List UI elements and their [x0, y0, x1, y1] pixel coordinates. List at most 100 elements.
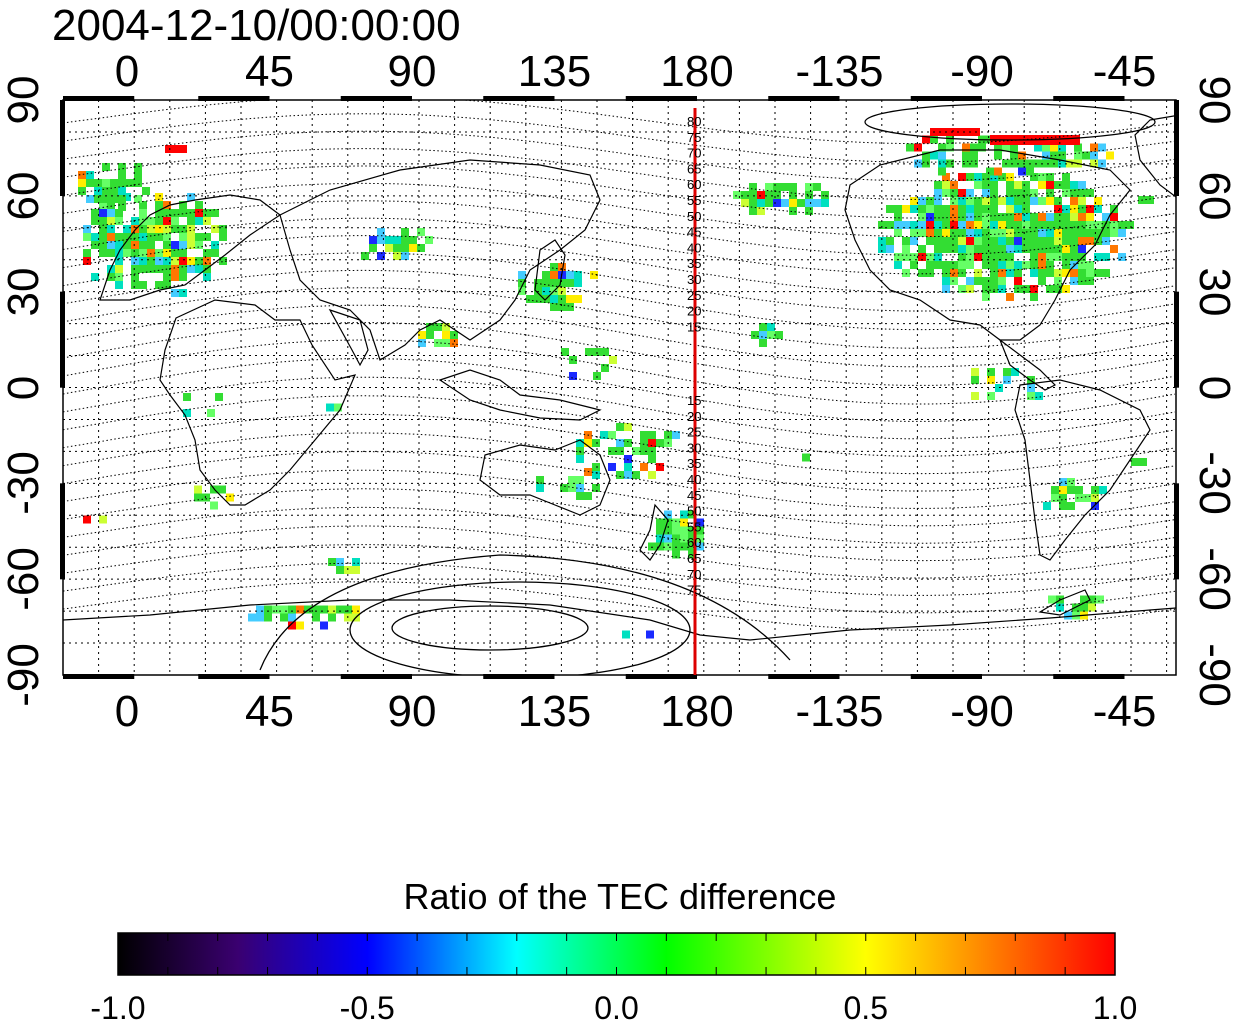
data-cell [155, 193, 163, 201]
data-cell [749, 191, 757, 199]
data-cell [592, 471, 600, 479]
data-cell [165, 145, 187, 153]
data-cell [966, 221, 974, 229]
data-cell [656, 526, 664, 535]
data-cell [1094, 221, 1102, 229]
data-cell [560, 484, 568, 492]
data-cell [910, 221, 918, 229]
data-cell [1006, 293, 1014, 301]
data-cell [256, 613, 264, 622]
data-cell [608, 431, 616, 439]
data-cell [194, 493, 202, 502]
data-cell [749, 199, 757, 207]
data-cell [1078, 205, 1086, 213]
data-cell [765, 183, 773, 191]
data-cell [134, 171, 142, 179]
data-cell [1070, 229, 1078, 237]
data-cell [990, 173, 998, 181]
data-cell [934, 189, 942, 197]
data-cell [680, 534, 688, 543]
data-cell [1070, 237, 1078, 245]
data-cell [974, 181, 982, 189]
data-cell [1062, 213, 1070, 221]
data-cell [1002, 143, 1010, 152]
data-cell [1059, 486, 1067, 494]
data-cell [163, 201, 171, 209]
data-cell [773, 199, 781, 207]
data-cell [163, 233, 171, 241]
contour-label: 50 [687, 504, 701, 519]
data-cell [134, 163, 142, 171]
data-cell [83, 257, 91, 265]
data-cell [118, 171, 126, 179]
data-cell [118, 179, 126, 187]
data-cell [998, 277, 1006, 285]
data-cell [942, 181, 950, 189]
data-cell [550, 263, 558, 271]
data-cell [805, 199, 813, 207]
data-cell [926, 213, 934, 221]
data-cell [425, 236, 433, 244]
data-cell [91, 209, 99, 217]
top-longitude-label: 135 [517, 47, 592, 96]
data-cell [1094, 229, 1102, 237]
data-cell [558, 263, 566, 271]
data-cell [123, 193, 131, 201]
data-cell [1050, 143, 1058, 152]
data-cell [934, 237, 942, 245]
data-cell [733, 191, 741, 199]
data-cell [962, 151, 970, 160]
contour-line [63, 287, 1176, 349]
data-cell [385, 236, 393, 244]
data-cell [886, 205, 894, 213]
data-cell [550, 279, 558, 287]
data-cell [601, 348, 609, 356]
data-cell [118, 195, 126, 203]
data-cell [1046, 237, 1054, 245]
data-cell [802, 453, 810, 462]
data-cell [518, 287, 526, 295]
data-cell [187, 265, 195, 273]
data-cell [1030, 245, 1038, 253]
data-cell [550, 271, 558, 279]
data-cell [990, 285, 998, 293]
data-cell [994, 143, 1002, 152]
data-cell [218, 485, 226, 494]
data-cell [1010, 159, 1018, 168]
data-cell [312, 605, 320, 614]
data-cell [1062, 181, 1070, 189]
data-cell [123, 225, 131, 233]
contour-line [63, 376, 1176, 440]
data-cell [207, 409, 215, 417]
data-cell [942, 261, 950, 269]
top-longitude-label: -45 [1092, 47, 1157, 96]
data-cell [970, 143, 978, 152]
data-cell [1054, 237, 1062, 245]
data-cell [155, 225, 163, 233]
data-cell [696, 518, 704, 527]
data-cell [767, 323, 775, 331]
data-cell [918, 197, 926, 205]
data-cell [1042, 159, 1050, 168]
data-cell [934, 205, 942, 213]
data-cell [163, 281, 171, 289]
data-cell [1062, 221, 1070, 229]
data-cell [624, 423, 632, 431]
data-cell [942, 285, 950, 293]
data-cell [131, 225, 139, 233]
data-cell [902, 237, 910, 245]
data-cell [1022, 213, 1030, 221]
data-cell [1131, 458, 1139, 466]
data-cell [616, 447, 624, 455]
data-cell [966, 245, 974, 253]
data-cell [1030, 197, 1038, 205]
data-cell [107, 201, 115, 209]
data-cell [1014, 269, 1022, 277]
data-cell [1046, 181, 1054, 189]
left-latitude-label: 0 [0, 375, 48, 400]
contour-line [63, 339, 1176, 405]
data-cell [656, 518, 664, 527]
data-cell [155, 209, 163, 217]
data-cell [139, 249, 147, 257]
data-cell [584, 492, 592, 500]
